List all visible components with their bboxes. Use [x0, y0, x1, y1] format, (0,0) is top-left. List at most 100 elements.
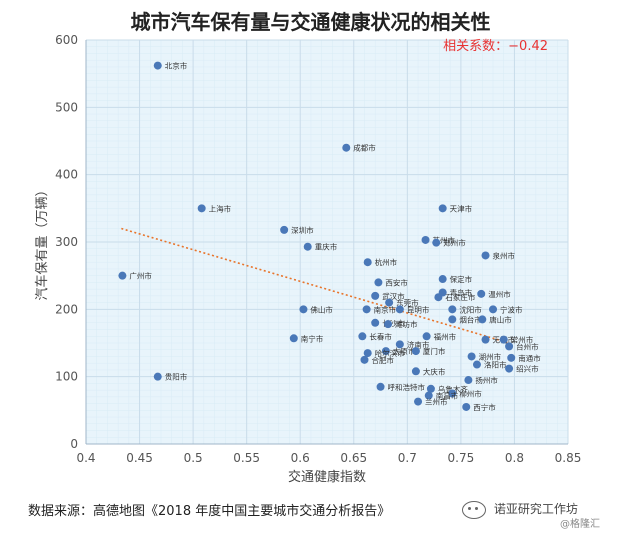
data-point: [426, 384, 435, 393]
data-point: [153, 372, 162, 381]
data-point: [360, 355, 369, 364]
axes: 0.4 0.45 0.5 0.55 0.6 0.65 0.7 0.75 0.8 0.85 0 100 2…: [55, 33, 581, 465]
point-label: 南宁市: [301, 333, 324, 343]
data-point: [438, 204, 447, 213]
x-tick-label: 0.7: [398, 451, 417, 465]
point-label: 苏州市: [433, 235, 456, 245]
data-point: [303, 242, 312, 251]
data-point: [481, 251, 490, 260]
point-label: 西宁市: [473, 402, 496, 412]
data-point: [438, 275, 447, 284]
data-point: [342, 143, 351, 152]
point-label: 福州市: [434, 331, 457, 341]
data-point: [395, 340, 404, 349]
point-label: 武汉市: [382, 291, 405, 301]
source-note: 数据来源：高德地图《2018 年度中国主要城市交通分析报告》: [28, 504, 391, 519]
point-label: 贵阳市: [165, 372, 188, 382]
data-point: [424, 391, 433, 400]
point-label: 济南市: [407, 339, 430, 349]
x-tick-label: 0.85: [555, 451, 582, 465]
data-point: [153, 61, 162, 70]
point-label: 上海市: [209, 203, 232, 213]
point-label: 长春市: [369, 331, 392, 341]
point-label: 南昌市: [436, 391, 459, 401]
data-point: [384, 320, 393, 329]
data-point: [414, 397, 423, 406]
data-point: [421, 235, 430, 244]
y-tick-label: 100: [55, 370, 78, 384]
point-label: 绍兴市: [516, 364, 539, 374]
y-tick-label: 0: [70, 437, 78, 451]
data-point: [422, 332, 431, 341]
point-label: 重庆市: [315, 242, 338, 252]
point-label: 广州市: [129, 271, 152, 281]
point-label: 石家庄市: [445, 292, 475, 302]
y-tick-label: 600: [55, 33, 78, 47]
data-point: [374, 278, 383, 287]
data-point: [411, 347, 420, 356]
point-label: 南京市: [374, 304, 397, 314]
point-label: 台州市: [516, 341, 539, 351]
chart-title: 城市汽车保有量与交通健康状况的相关性: [130, 10, 491, 34]
point-label: 深圳市: [291, 225, 314, 235]
point-label: 烟台市: [459, 314, 482, 324]
wechat-icon: [462, 500, 486, 519]
point-label: 常州市: [511, 335, 534, 345]
data-point: [381, 347, 390, 356]
data-point: [489, 305, 498, 314]
point-label: 郑州市: [443, 238, 466, 248]
data-point: [358, 332, 367, 341]
data-point: [481, 335, 490, 344]
point-label: 佛山市: [310, 304, 333, 314]
x-tick-label: 0.55: [233, 451, 260, 465]
x-tick-label: 0.65: [340, 451, 367, 465]
data-point: [472, 360, 481, 369]
point-label: 湖州市: [479, 351, 502, 361]
point-label: 东莞市: [396, 298, 419, 308]
point-label: 唐山市: [489, 314, 512, 324]
y-tick-label: 300: [55, 235, 78, 249]
data-point: [478, 315, 487, 324]
point-label: 北京市: [165, 61, 188, 71]
data-point: [411, 367, 420, 376]
data-point: [371, 318, 380, 327]
data-point: [280, 225, 289, 234]
data-point: [448, 305, 457, 314]
y-tick-label: 400: [55, 168, 78, 182]
point-label: 厦门市: [423, 346, 446, 356]
x-tick-label: 0.8: [505, 451, 524, 465]
point-label: 昆明市: [407, 304, 430, 314]
watermark-brand: 诺亚研究工作坊: [493, 502, 578, 516]
point-label: 洛阳市: [484, 360, 507, 370]
data-point: [118, 271, 127, 280]
y-tick-label: 200: [55, 302, 78, 316]
scatter-chart: 0.4 0.45 0.5 0.55 0.6 0.65 0.7 0.75 0.8 0.85 0 100 2…: [34, 33, 581, 485]
point-label: 成都市: [353, 143, 376, 153]
watermark-handle: @格隆汇: [560, 519, 600, 530]
data-point: [507, 353, 516, 362]
point-label: 潍坊市: [395, 319, 418, 329]
data-point: [448, 315, 457, 324]
data-point: [448, 389, 457, 398]
point-label: 南通市: [518, 353, 541, 363]
point-label: 乌鲁木齐: [438, 384, 468, 394]
data-point: [363, 349, 372, 358]
data-point: [385, 298, 394, 307]
data-point: [197, 204, 206, 213]
point-label: 沈阳市: [459, 304, 482, 314]
point-label: 柳州市: [459, 389, 482, 399]
point-label: 太原市: [393, 346, 416, 356]
data-point: [432, 238, 441, 247]
x-tick-label: 0.45: [126, 451, 153, 465]
point-label: 兰州市: [425, 397, 448, 407]
data-point: [434, 293, 443, 302]
data-point: [505, 364, 514, 373]
data-point: [395, 305, 404, 314]
point-label: 宁波市: [500, 304, 523, 314]
data-point: [467, 352, 476, 361]
x-tick-label: 0.6: [291, 451, 310, 465]
data-point: [363, 258, 372, 267]
point-label: 青岛市: [450, 288, 473, 298]
watermark: 诺亚研究工作坊 @格隆汇: [462, 500, 600, 530]
